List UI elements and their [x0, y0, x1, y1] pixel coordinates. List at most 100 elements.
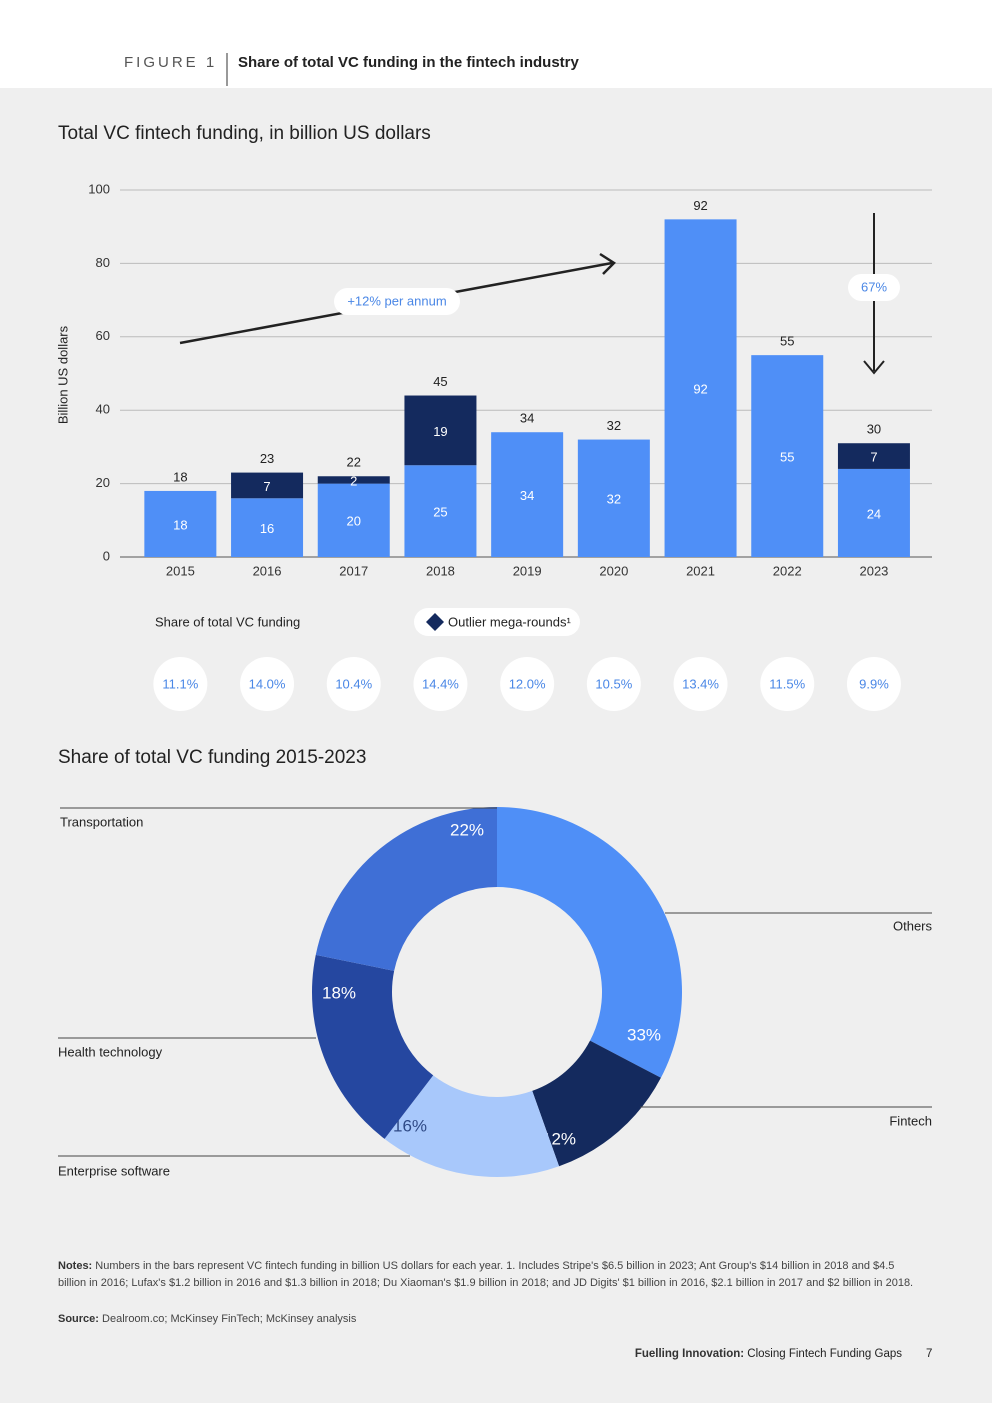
bar-value-label: 92: [693, 382, 707, 397]
source-text: Dealroom.co; McKinsey FinTech; McKinsey …: [102, 1313, 357, 1325]
bar-segment: [404, 465, 477, 557]
annotation-text: 67%: [861, 279, 887, 294]
x-tick-label: 2017: [339, 563, 368, 578]
y-tick-label: 80: [96, 255, 110, 270]
bar-segment: [144, 490, 217, 557]
share-label: 11.5%: [769, 676, 805, 691]
share-label: 14.0%: [249, 676, 286, 691]
source-label: Source:: [58, 1313, 99, 1325]
share-circle: [760, 657, 815, 711]
legend-pill: [414, 608, 580, 636]
bar-segment: [317, 476, 390, 484]
share-label: 10.4%: [335, 676, 372, 691]
annotation-pill: [334, 288, 460, 315]
bar-chart: 0 20 40 60 80 100 18 18 2015 11.1% 16 7 23 2016 14.0% 2…: [88, 181, 932, 711]
bar-segment: [577, 439, 650, 557]
x-tick-label: 2018: [426, 563, 455, 578]
share-label: 9.9%: [859, 676, 889, 691]
bar-total-label: 92: [693, 198, 707, 213]
chart-title: Share of total VC funding 2015-2023: [58, 747, 366, 768]
bar-segment: [837, 443, 910, 469]
annotation-text: +12% per annum: [347, 293, 446, 308]
slice-percent-label: 33%: [627, 1025, 661, 1044]
bar-value-label: 20: [347, 514, 361, 529]
bar-value-label: 16: [260, 521, 274, 536]
footer-bold: Fuelling Innovation:: [634, 1348, 745, 1360]
share-circle: [586, 657, 641, 711]
bar-segment: [751, 355, 824, 557]
donut-slice: [315, 807, 497, 971]
y-tick-label: 100: [88, 181, 110, 196]
bar-value-label: 2: [350, 473, 357, 488]
bar-total-label: 45: [433, 374, 447, 389]
share-circle: [673, 657, 728, 711]
slice-percent-label: 16%: [393, 1116, 427, 1135]
bar-total-label: 34: [520, 411, 534, 426]
share-circle: [240, 657, 295, 711]
chart-title: Total VC fintech funding, in billion US …: [58, 123, 431, 144]
donut-slice: [312, 954, 434, 1139]
share-label: 14.4%: [422, 676, 459, 691]
header-band: [0, 0, 992, 88]
share-label: 12.0%: [509, 676, 546, 691]
footer: Fuelling Innovation: Closing Fintech Fun…: [635, 1346, 902, 1363]
footer-text: Closing Fintech Funding Gaps: [747, 1348, 902, 1360]
share-row-label: Share of total VC funding: [155, 614, 300, 629]
x-tick-label: 2015: [166, 563, 195, 578]
share-circle: [500, 657, 555, 711]
x-tick-label: 2022: [773, 563, 802, 578]
bar-total-label: 22: [347, 455, 361, 470]
bar-segment: [404, 395, 477, 466]
bar-total-label: 55: [780, 334, 794, 349]
bar-total-label: 30: [867, 422, 881, 437]
trend-arrowhead: [599, 252, 616, 275]
y-tick-label: 20: [96, 475, 110, 490]
slice-category-label: Health technology: [58, 1044, 163, 1059]
bar-value-label: 24: [867, 506, 881, 521]
figure-title: Share of total VC funding in the fintech…: [238, 54, 579, 71]
bar-value-label: 55: [780, 450, 794, 465]
bar-total-label: 23: [260, 451, 274, 466]
share-circle: [326, 657, 381, 711]
share-label: 13.4%: [682, 676, 719, 691]
bar-total-label: 32: [607, 418, 621, 433]
notes-text: Numbers in the bars represent VC fintech…: [58, 1260, 914, 1289]
bar-value-label: 19: [433, 424, 447, 439]
bar-value-label: 18: [173, 517, 187, 532]
x-tick-label: 2016: [253, 563, 282, 578]
share-circle: [846, 657, 901, 711]
slice-category-label: Others: [893, 918, 933, 933]
bar-segment: [231, 498, 304, 557]
bar-total-label: 18: [173, 469, 187, 484]
y-tick-label: 40: [96, 402, 110, 417]
bar-segment: [231, 472, 304, 499]
bar-value-label: 25: [433, 505, 447, 520]
donut-slice: [532, 1040, 661, 1167]
notes: Notes: Numbers in the bars represent VC …: [58, 1258, 918, 1292]
legend-label: Outlier mega-rounds¹: [448, 614, 571, 629]
source: Source: Dealroom.co; McKinsey FinTech; M…: [58, 1311, 356, 1328]
slice-percent-label: 18%: [322, 983, 356, 1002]
slice-category-label: Transportation: [60, 814, 143, 829]
slice-category-label: Enterprise software: [58, 1163, 170, 1178]
donut-slice: [384, 1075, 560, 1177]
y-tick-label: 0: [103, 548, 110, 563]
share-circle: [413, 657, 468, 711]
slice-category-label: Fintech: [889, 1113, 932, 1128]
share-circle: [153, 657, 208, 711]
y-axis-label: Billion US dollars: [55, 325, 70, 424]
decline-arrowhead: [863, 360, 885, 375]
x-tick-label: 2019: [513, 563, 542, 578]
x-tick-label: 2023: [859, 563, 888, 578]
x-tick-label: 2021: [686, 563, 715, 578]
bar-segment: [491, 432, 564, 557]
bar-value-label: 7: [870, 450, 877, 465]
annotation-pill: [848, 274, 900, 301]
notes-label: Notes:: [58, 1260, 93, 1272]
y-tick-label: 60: [96, 328, 110, 343]
bar-value-label: 7: [263, 479, 270, 494]
bar-value-label: 34: [520, 488, 534, 503]
x-tick-label: 2020: [599, 563, 628, 578]
